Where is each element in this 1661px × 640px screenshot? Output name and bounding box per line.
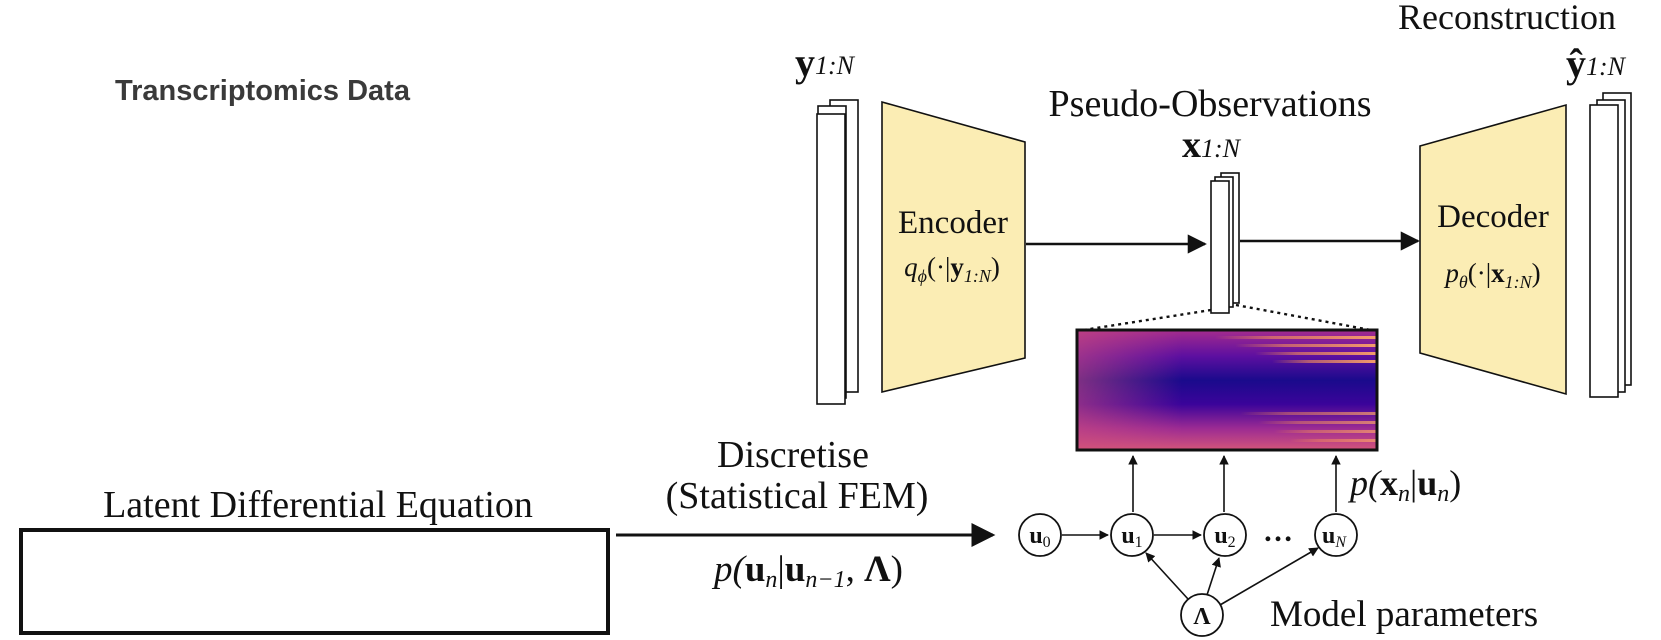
node-u1: u1 — [1110, 513, 1154, 557]
transition-distribution: p(un|un−1, Λ) — [711, 549, 903, 593]
svg-text:uN: uN — [1322, 523, 1347, 551]
latent-chain: u0 u1 u2 … uN — [1018, 513, 1358, 557]
svg-text:u0: u0 — [1029, 523, 1050, 551]
heatmap-stripes-top — [1215, 336, 1377, 363]
statistical-fem-label: (Statistical FEM) — [666, 475, 929, 517]
chain-ellipsis: … — [1263, 515, 1293, 548]
svg-text:u2: u2 — [1214, 523, 1235, 551]
svg-text:u1: u1 — [1121, 523, 1142, 551]
node-uN: uN — [1314, 513, 1358, 557]
transcriptomics-title: Transcriptomics Data — [115, 75, 411, 107]
pseudo-observations-label: Pseudo-Observations — [1049, 83, 1372, 125]
reconstruction-stack — [1589, 92, 1632, 398]
encoder-label: Encoder — [898, 205, 1008, 241]
encoder-distribution: qϕ(·|y1:N) — [904, 252, 1000, 286]
latent-de-label: Latent Differential Equation — [103, 484, 533, 526]
pseudo-observation-stack — [1210, 172, 1240, 314]
zoom-line-right — [1235, 303, 1377, 333]
pseudo-x-label: x1:N — [1182, 124, 1242, 166]
input-y-label: y1:N — [795, 40, 856, 85]
decoder-distribution: pθ(·|x1:N) — [1443, 258, 1540, 292]
reconstruction-label: Reconstruction — [1398, 0, 1616, 37]
lambda-to-uN-arrow — [1219, 547, 1319, 606]
latent-de-box — [19, 528, 610, 635]
pseudo-observation-heatmap — [1075, 328, 1379, 452]
decoder-label: Decoder — [1437, 199, 1549, 235]
heatmap-stripes-bottom — [1240, 412, 1377, 442]
lambda-to-u1-arrow — [1145, 552, 1189, 600]
node-u0: u0 — [1018, 513, 1062, 557]
encoder-block: Encoder qϕ(·|y1:N) — [881, 100, 1026, 394]
node-u2: u2 — [1203, 513, 1247, 557]
svg-text:Λ: Λ — [1193, 604, 1211, 630]
decoder-block: Decoder pθ(·|x1:N) — [1419, 103, 1567, 396]
zoom-line-left — [1076, 308, 1212, 333]
input-data-stack — [816, 99, 859, 405]
lambda-to-u2-arrow — [1206, 557, 1221, 596]
reconstruction-y-hat-label: ŷ1:N — [1566, 41, 1627, 86]
lambda-node: Λ — [1180, 593, 1224, 637]
emission-distribution: p(xn|un) — [1347, 463, 1461, 507]
discretise-label: Discretise — [717, 434, 869, 476]
model-parameters-label: Model parameters — [1270, 594, 1538, 635]
